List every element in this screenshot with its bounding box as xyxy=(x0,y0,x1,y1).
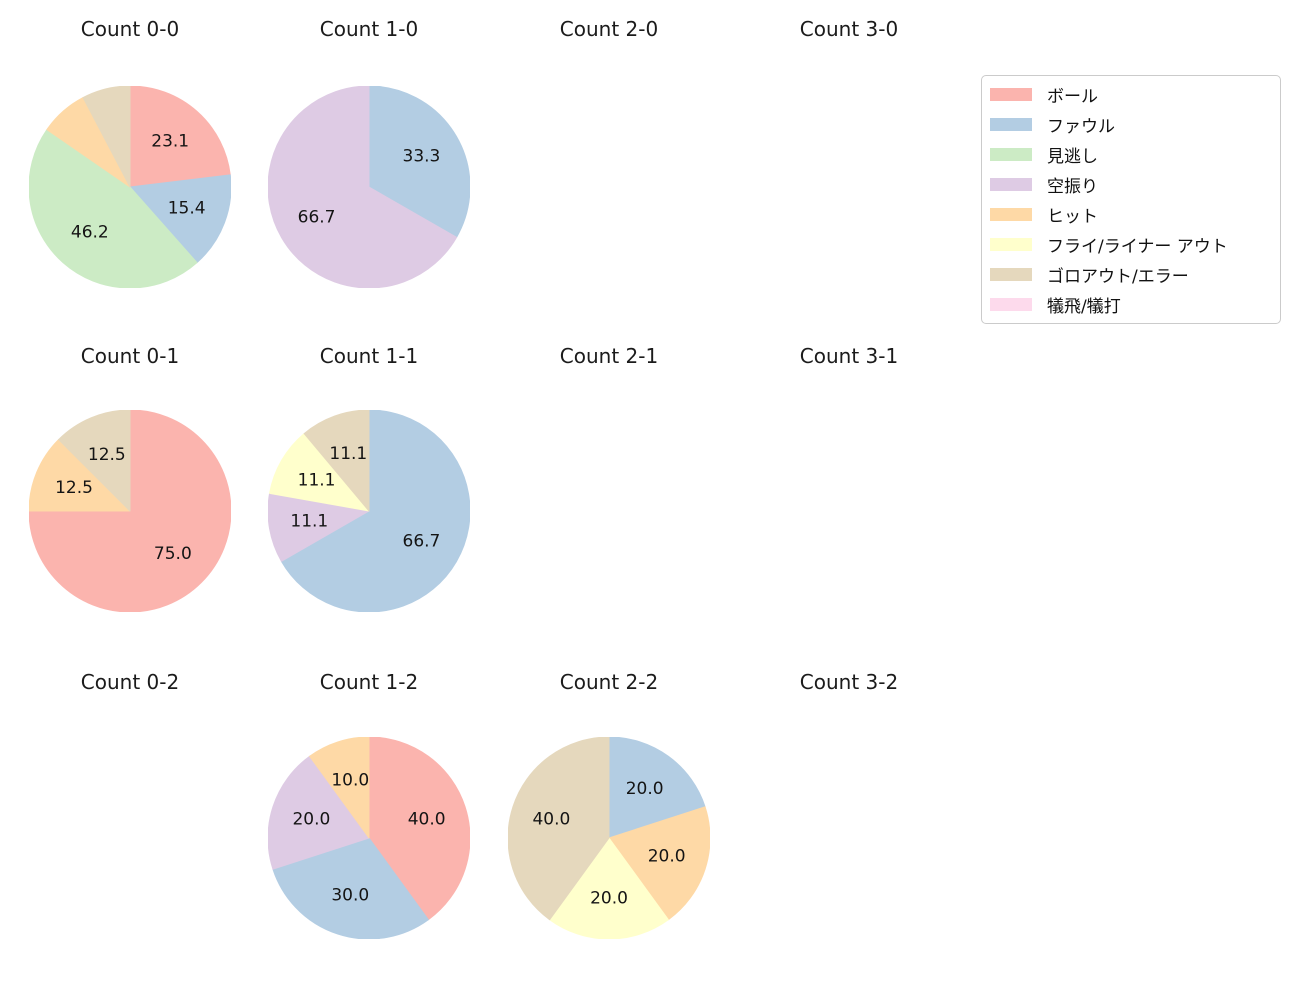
pie-slice xyxy=(608,806,710,921)
chart-cell-count-1-2: Count 1-2 40.0 30.0 20.0 10.0 xyxy=(249,669,489,939)
legend-item: 見逃し xyxy=(990,139,1280,169)
chart-title: Count 2-1 xyxy=(559,344,659,368)
chart-title: Count 0-1 xyxy=(80,344,180,368)
pie-percent-label: 40.0 xyxy=(408,809,446,829)
legend-label: ゴロアウト/エラー xyxy=(1047,266,1189,287)
pie-slice xyxy=(508,737,610,921)
chart-cell-count-2-1: Count 2-1 xyxy=(489,343,729,369)
legend-item: ファウル xyxy=(990,109,1280,139)
pie-chart: 33.3 66.7 xyxy=(268,86,470,288)
chart-cell-count-0-1: Count 0-1 75.0 12.5 12.5 xyxy=(10,343,250,612)
legend-label: 犠飛/犠打 xyxy=(1047,296,1121,317)
pie-percent-label: 20.0 xyxy=(292,809,330,829)
chart-title: Count 1-2 xyxy=(319,670,419,694)
pie-slice xyxy=(129,174,231,264)
pie-chart: 75.0 12.5 12.5 xyxy=(29,410,231,612)
chart-title: Count 3-2 xyxy=(799,670,899,694)
pie-percent-label: 11.1 xyxy=(329,444,367,464)
chart-cell-count-1-0: Count 1-0 33.3 66.7 xyxy=(249,16,489,288)
pie-slice xyxy=(549,837,669,939)
legend: ボールファウル見逃し空振りヒットフライ/ライナー アウト ゴロアウト/エラー 犠飛/… xyxy=(981,75,1281,324)
pie-percent-label: 10.0 xyxy=(331,770,369,790)
chart-title: Count 3-1 xyxy=(799,344,899,368)
pie-percent-label: 11.1 xyxy=(298,471,336,491)
chart-cell-count-1-1: Count 1-1 66.7 11.1 11.1 11.1 xyxy=(249,343,489,612)
pie-percent-label: 75.0 xyxy=(154,544,192,564)
pie-percent-label: 30.0 xyxy=(331,886,369,906)
pie-slice xyxy=(309,737,370,839)
pie-percent-label: 15.4 xyxy=(168,198,206,218)
pie-percent-label: 20.0 xyxy=(590,889,628,909)
chart-cell-count-0-0: Count 0-0 23.1 15.4 46.2 xyxy=(10,16,250,288)
chart-cell-count-3-0: Count 3-0 xyxy=(729,16,969,42)
pie-chart: 66.7 11.1 11.1 11.1 xyxy=(268,410,470,612)
pie-percent-label: 66.7 xyxy=(298,207,336,227)
legend-label: 空振り xyxy=(1047,176,1098,197)
pie-slice xyxy=(280,410,470,612)
chart-title: Count 0-0 xyxy=(80,17,180,41)
pie-percent-label: 33.3 xyxy=(403,147,441,167)
legend-swatch xyxy=(990,267,1032,281)
pie-slice xyxy=(608,737,706,839)
pie-slice xyxy=(268,755,370,870)
pie-chart: 40.0 30.0 20.010.0 xyxy=(268,737,470,939)
pie-percent-label: 20.0 xyxy=(626,779,664,799)
chart-cell-count-2-2: Count 2-2 20.0 20.0 20.0 40.0 xyxy=(489,669,729,939)
pie-slice xyxy=(82,86,131,188)
pie-percent-label: 66.7 xyxy=(403,531,441,551)
pie-percent-label: 11.1 xyxy=(290,511,328,531)
legend-swatch xyxy=(990,147,1032,161)
pie-slice xyxy=(269,433,370,512)
chart-cell-count-3-1: Count 3-1 xyxy=(729,343,969,369)
legend-swatch xyxy=(990,207,1032,221)
pie-slice xyxy=(29,439,131,512)
chart-title: Count 3-0 xyxy=(799,17,899,41)
legend-item: 犠飛/犠打 xyxy=(990,289,1280,319)
legend-label: 見逃し xyxy=(1047,146,1098,167)
legend-item: ゴロアウト/エラー xyxy=(990,259,1280,289)
pie-slice xyxy=(29,129,198,288)
pie-slice xyxy=(268,86,458,288)
legend-label: ボール xyxy=(1047,86,1098,107)
legend-swatch xyxy=(990,177,1032,191)
chart-cell-count-2-0: Count 2-0 xyxy=(489,16,729,42)
chart-title: Count 1-0 xyxy=(319,17,419,41)
chart-title: Count 2-0 xyxy=(559,17,659,41)
legend-swatch xyxy=(990,237,1032,251)
pie-slice xyxy=(58,410,131,512)
pie-slice xyxy=(129,86,231,188)
legend-swatch xyxy=(990,117,1032,131)
legend-swatch xyxy=(990,297,1032,311)
pie-chart: 23.1 15.4 46.2 xyxy=(29,86,231,288)
pie-slice xyxy=(303,410,370,512)
chart-cell-count-3-2: Count 3-2 xyxy=(729,669,969,695)
chart-title: Count 0-2 xyxy=(80,670,180,694)
legend-item: 空振り xyxy=(990,169,1280,199)
legend-swatch xyxy=(990,87,1032,101)
legend-item: ヒット xyxy=(990,199,1280,229)
pie-percent-label: 12.5 xyxy=(88,445,126,465)
pie-percent-label: 12.5 xyxy=(55,478,93,498)
legend-label: ヒット xyxy=(1047,206,1098,227)
pie-slice xyxy=(272,837,429,939)
chart-cell-count-0-2: Count 0-2 xyxy=(10,669,250,695)
legend-item: フライ/ライナー アウト xyxy=(990,229,1280,259)
pie-percent-label: 20.0 xyxy=(648,847,686,867)
pie-slice xyxy=(368,86,470,238)
pie-percent-label: 23.1 xyxy=(151,132,189,152)
legend-label: フライ/ライナー アウト xyxy=(1047,236,1228,257)
legend-label: ファウル xyxy=(1047,116,1115,137)
chart-title: Count 2-2 xyxy=(559,670,659,694)
legend-item: ボール xyxy=(990,79,1280,109)
pie-slice xyxy=(368,737,470,921)
pie-percent-label: 46.2 xyxy=(71,222,109,242)
pie-percent-label: 40.0 xyxy=(532,809,570,829)
chart-title: Count 1-1 xyxy=(319,344,419,368)
pie-chart: 20.0 20.0 20.0 40.0 xyxy=(508,737,710,939)
pie-slice xyxy=(268,492,370,562)
